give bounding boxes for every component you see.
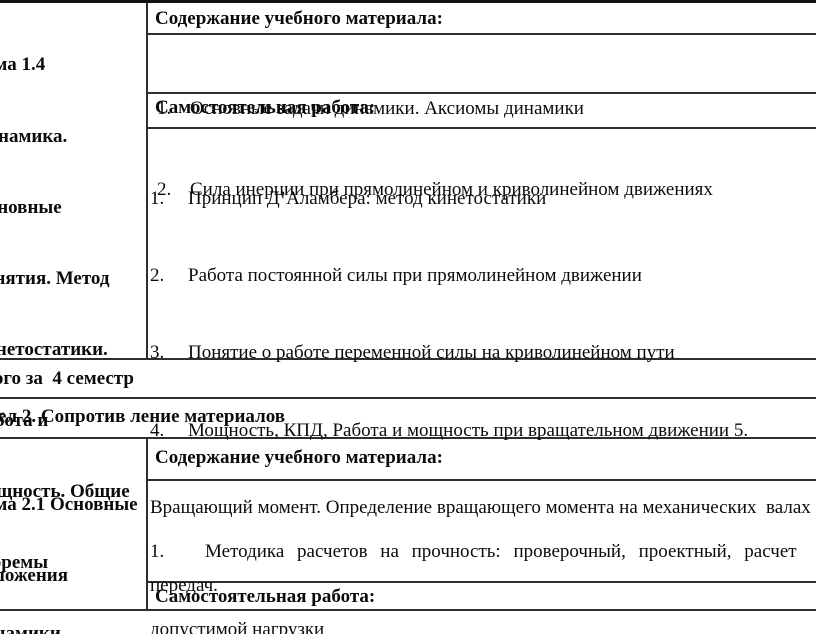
table-border-column-section2 <box>146 437 148 610</box>
selfwork-item-continuation: передач. <box>150 573 816 599</box>
topic-cell-2-1: Тема 2.1 Основные положения сопромата. Р… <box>0 446 146 634</box>
table-border-column-section1 <box>146 3 148 358</box>
topic-line: кинетостатики. <box>0 338 108 360</box>
item-text: Сила инерции при прямолинейном и криволи… <box>190 179 713 200</box>
item-number: 1. <box>150 187 165 209</box>
topic-cell-1-4: Тема 1.4 Динамика. Основные понятия. Мет… <box>0 6 146 634</box>
item-text: допустимой нагрузки <box>150 619 325 634</box>
item-number: 1. <box>157 98 172 119</box>
item-text: Работа постоянной силы при прямолинейном… <box>188 264 642 286</box>
topic-line: Тема 1.4 <box>0 54 46 76</box>
item-text: Понятие о работе переменной силы на крив… <box>188 342 675 364</box>
selfwork-item: 2. Работа постоянной силы при прямолинейн… <box>150 263 816 289</box>
selfwork-item: 3. Понятие о работе переменной силы на кр… <box>150 340 816 366</box>
item-text: Мощность, КПД, Работа и мощность при вра… <box>188 419 749 441</box>
topic-line: теоремы <box>0 552 49 574</box>
table-border-row <box>0 437 816 439</box>
item-text: Методика расчетов на прочность: провероч… <box>205 541 797 562</box>
topic-line: Динамика. <box>0 125 68 147</box>
item-text: Основные задачи динамики. Аксиомы динами… <box>190 98 584 119</box>
item-number: 4. <box>150 419 165 441</box>
item-number: 2. <box>150 264 165 286</box>
topic-line: Тема 2.1 Основные <box>0 494 138 515</box>
section2-heading-row: Раздел 2. Сопротив ление материалов <box>0 406 286 427</box>
content-item: 2. Сила инерции при прямолинейном и криво… <box>157 176 816 203</box>
selfwork-header-section2: Самостоятельная работа: <box>155 586 376 607</box>
topic-line: положения <box>0 564 69 586</box>
item-text: Принцип Д’Аламбера: метод кинетостатики <box>188 187 547 209</box>
table-border-row <box>146 581 816 583</box>
selfwork-list-section1: 1. Принцип Д’Аламбера: метод кинетостатик… <box>150 134 816 634</box>
selfwork-item: 4. Мощность, КПД, Работа и мощность при в… <box>150 418 816 444</box>
content-header-section2: Содержание учебного материала: <box>155 447 443 468</box>
content-list-section1: 1. Основные задачи динамики. Аксиомы дина… <box>157 41 816 257</box>
table-border-row <box>146 92 816 94</box>
topic-line: Работа и <box>0 409 49 431</box>
topic-line: мощность. Общие <box>0 481 130 503</box>
table-border-bottom <box>0 609 816 611</box>
topic-line: понятия. Метод <box>0 267 110 289</box>
table-border-row <box>0 397 816 399</box>
table-border-top <box>0 0 816 3</box>
item-number: 2. <box>157 179 172 200</box>
table-border-row <box>146 127 816 129</box>
table-border-row <box>146 33 816 35</box>
table-border-row <box>146 479 816 481</box>
content-item: 1. Основные задачи динамики. Аксиомы дина… <box>157 95 816 122</box>
topic-line: динамики <box>0 623 61 634</box>
content-item-continuation: допустимой нагрузки <box>150 617 816 634</box>
selfwork-item-continuation: Вращающий момент. Определение вращающего… <box>150 495 816 521</box>
item-number: 1. <box>150 541 165 562</box>
selfwork-header-section1: Самостоятельная работа: <box>155 97 376 118</box>
content-list-section2: 1. Методика расчетов на прочность: провер… <box>150 487 816 634</box>
item-text: передач. <box>150 574 218 596</box>
semester-total-row: Итого за 4 семестр <box>0 368 134 389</box>
selfwork-item: 1. Принцип Д’Аламбера: метод кинетостатик… <box>150 186 816 212</box>
content-header-section1: Содержание учебного материала: <box>155 8 443 29</box>
topic-line: Основные <box>0 196 62 218</box>
content-item: 1. Методика расчетов на прочность: провер… <box>150 539 816 565</box>
item-text: Вращающий момент. Определение вращающего… <box>150 497 811 519</box>
item-number: 3. <box>150 342 165 364</box>
table-border-row <box>0 358 816 360</box>
